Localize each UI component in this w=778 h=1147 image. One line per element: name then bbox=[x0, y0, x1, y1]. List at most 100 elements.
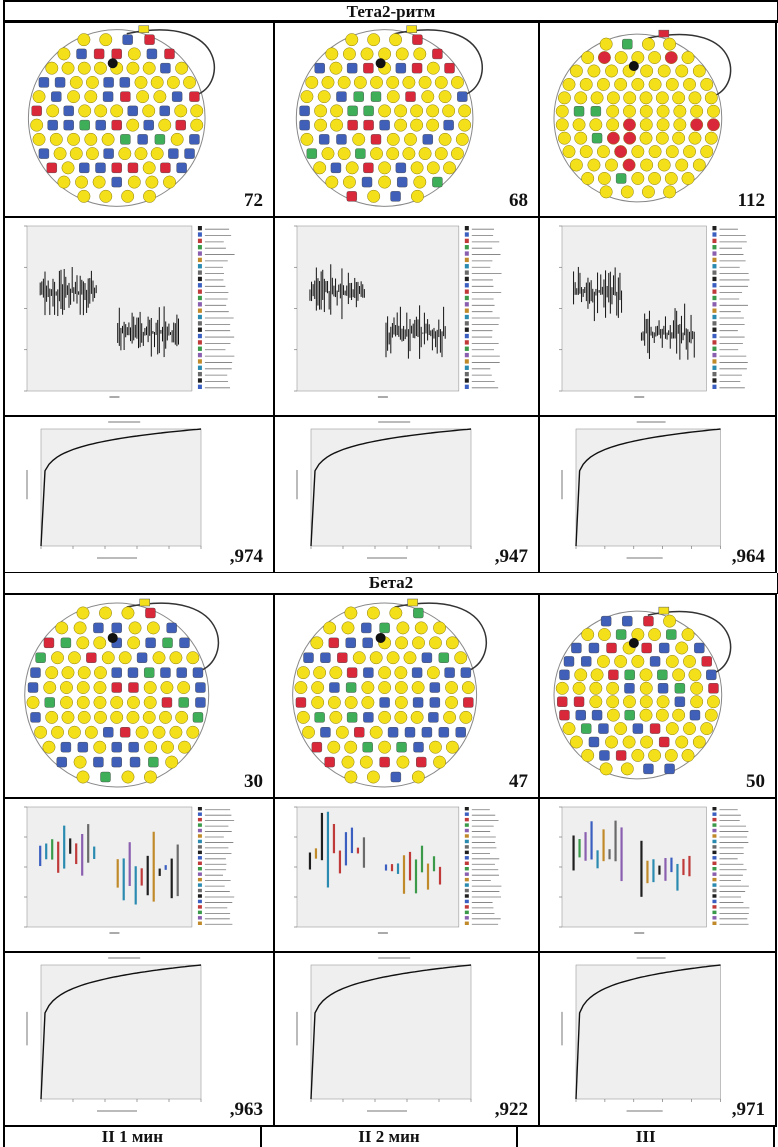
connectivity-count: 30 bbox=[244, 771, 263, 792]
legend-swatch bbox=[197, 302, 202, 307]
electrode-marker bbox=[438, 132, 452, 146]
electrode-marker bbox=[692, 735, 706, 749]
electrode-marker bbox=[707, 104, 720, 118]
electrode-marker bbox=[362, 637, 373, 649]
section-title-beta2: Бета2 bbox=[368, 573, 414, 592]
electrode-marker bbox=[360, 47, 374, 61]
electrode-marker bbox=[623, 91, 637, 105]
electrode-marker bbox=[639, 131, 653, 145]
electrode-marker bbox=[160, 681, 174, 694]
electrode-marker bbox=[606, 91, 620, 105]
electrode-marker bbox=[596, 77, 610, 91]
electrode-marker bbox=[445, 740, 459, 754]
legend-swatch bbox=[712, 289, 717, 294]
electrode-marker bbox=[665, 145, 679, 159]
electrode-marker bbox=[77, 61, 91, 75]
electrode-marker bbox=[395, 162, 407, 174]
legend-swatch bbox=[464, 861, 469, 865]
electrode-marker bbox=[111, 667, 122, 678]
legend-swatch bbox=[712, 346, 717, 351]
roc-curve bbox=[40, 964, 202, 1100]
electrode-marker bbox=[411, 667, 423, 678]
electrode-marker bbox=[67, 651, 81, 665]
electrode-marker bbox=[426, 161, 440, 175]
plot-area bbox=[296, 806, 460, 928]
legend-swatch bbox=[464, 378, 469, 383]
reference-electrode bbox=[658, 29, 670, 38]
electrode-marker bbox=[335, 725, 349, 739]
electrode-marker bbox=[318, 134, 330, 145]
legend-swatch bbox=[197, 327, 202, 332]
legend-swatch bbox=[464, 916, 469, 920]
electrode-marker bbox=[299, 105, 310, 117]
legend-swatch bbox=[197, 828, 202, 833]
electrode-marker bbox=[163, 175, 176, 189]
electrode-marker bbox=[60, 681, 73, 694]
roc-auc-value: ,964 bbox=[731, 546, 765, 567]
electrode-marker bbox=[176, 162, 187, 174]
roc-auc-value: ,963 bbox=[229, 1099, 263, 1120]
electrode-marker bbox=[337, 147, 351, 161]
electrode-marker bbox=[623, 695, 636, 709]
beta2-grid: 30 47 50 ,963 ,922 bbox=[3, 593, 777, 1127]
legend-swatch bbox=[197, 226, 202, 231]
electrode-marker bbox=[675, 735, 689, 749]
electrode-marker bbox=[94, 710, 107, 724]
legend-swatch bbox=[464, 910, 469, 915]
legend-swatch bbox=[464, 245, 469, 250]
electrode-marker bbox=[700, 145, 714, 159]
electrode-marker bbox=[443, 119, 454, 131]
electrode-marker bbox=[648, 171, 662, 185]
legend-swatch bbox=[197, 270, 202, 275]
legend-swatch bbox=[464, 295, 469, 301]
electrode-marker bbox=[102, 91, 114, 102]
legend-swatch bbox=[197, 346, 202, 351]
electrode-marker bbox=[190, 104, 204, 118]
electrode-marker bbox=[459, 710, 473, 724]
legend-swatch bbox=[712, 308, 717, 313]
electrode-marker bbox=[414, 621, 428, 635]
electrode-marker bbox=[606, 642, 617, 654]
electrode-marker bbox=[47, 119, 58, 131]
electrode-marker bbox=[168, 148, 179, 159]
electrode-marker bbox=[127, 105, 138, 117]
electrode-marker bbox=[639, 708, 653, 722]
electrode-marker bbox=[571, 642, 582, 654]
electrode-marker bbox=[675, 158, 689, 172]
electrode-marker bbox=[620, 762, 634, 776]
legend-swatch bbox=[712, 921, 717, 925]
beta2-roc-row: ,963 ,922 ,971 bbox=[3, 951, 777, 1127]
legend-swatch bbox=[464, 905, 469, 909]
electrode-marker bbox=[688, 131, 702, 145]
electrode-marker bbox=[120, 91, 131, 102]
electrode-marker bbox=[93, 48, 105, 60]
electrode-marker bbox=[581, 171, 595, 185]
electrode-marker bbox=[67, 90, 81, 104]
connector-cable bbox=[394, 29, 483, 97]
legend-swatch bbox=[197, 333, 202, 339]
electrode-marker bbox=[363, 712, 374, 723]
electrode-marker bbox=[121, 189, 135, 203]
beta2-series-cell-2 bbox=[273, 797, 540, 953]
electrode-marker bbox=[631, 171, 645, 185]
plot-area bbox=[310, 428, 472, 547]
electrode-marker bbox=[659, 642, 670, 654]
roc-curve-plot bbox=[26, 957, 202, 1112]
plot-area bbox=[40, 428, 202, 547]
electrode-marker bbox=[45, 666, 59, 680]
electrode-marker bbox=[329, 682, 340, 693]
nasion-marker bbox=[375, 58, 386, 69]
legend-swatch bbox=[464, 899, 469, 904]
electrode-marker bbox=[162, 637, 173, 649]
roc-curve-plot bbox=[296, 421, 472, 559]
legend-swatch bbox=[197, 371, 202, 377]
electrode-marker bbox=[433, 755, 447, 769]
legend-swatch bbox=[197, 807, 202, 811]
electrode-marker bbox=[176, 667, 187, 678]
electrode-marker bbox=[143, 770, 157, 784]
electrode-marker bbox=[639, 668, 653, 682]
legend-swatch bbox=[712, 283, 717, 288]
electrode-marker bbox=[656, 695, 670, 709]
electrode-marker bbox=[599, 37, 613, 51]
electrode-marker bbox=[457, 91, 468, 102]
